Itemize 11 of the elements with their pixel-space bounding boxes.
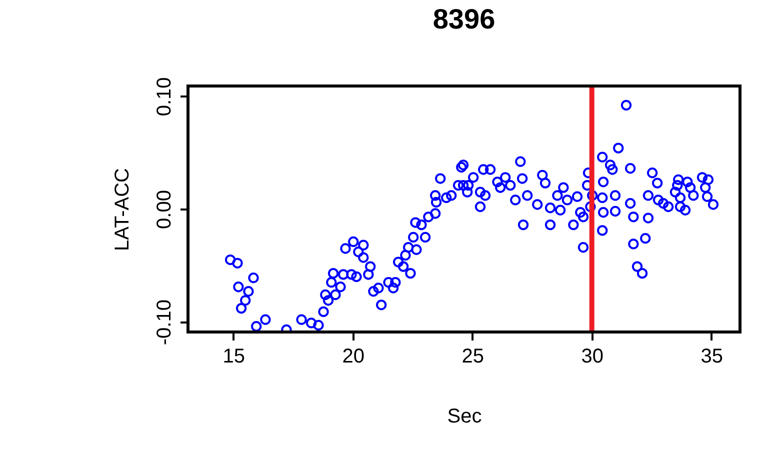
- x-tick-label: 25: [462, 346, 484, 368]
- x-tick-label: 15: [222, 346, 246, 368]
- y-tick-label: 0.10: [154, 77, 176, 116]
- x-tick-label: 35: [700, 346, 723, 368]
- y-axis-title: LAT-ACC: [112, 168, 134, 251]
- y-tick-label: -0.10: [154, 300, 176, 346]
- chart-title: 8396: [432, 4, 496, 35]
- y-tick-label: 0.00: [154, 190, 176, 229]
- x-tick-label: 20: [342, 346, 365, 368]
- x-axis-title: Sec: [447, 406, 482, 428]
- x-tick-label: 30: [581, 346, 604, 368]
